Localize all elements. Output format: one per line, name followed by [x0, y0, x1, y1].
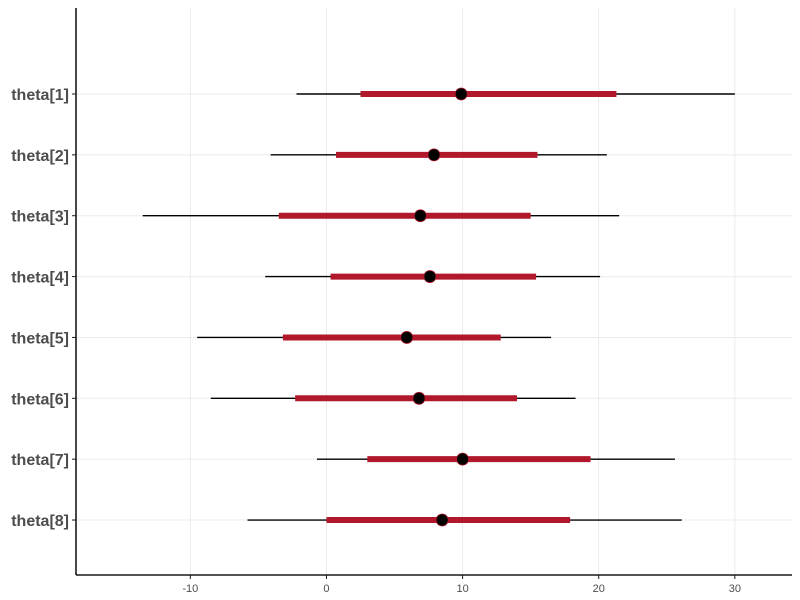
y-label-4: theta[4]: [11, 270, 69, 287]
x-tick-label-1: 0: [323, 583, 329, 595]
point-estimate-5: [400, 331, 414, 344]
point-estimate-4: [423, 270, 437, 283]
y-label-5: theta[5]: [11, 330, 69, 347]
point-estimates: [400, 87, 469, 527]
y-axis-ticks: [72, 93, 76, 521]
x-tick-label-4: 30: [729, 583, 741, 595]
x-tick-label-2: 10: [456, 583, 468, 595]
point-estimate-1: [454, 87, 468, 101]
inner-interval-lines: [278, 91, 617, 524]
point-estimate-2: [427, 148, 441, 162]
x-tick-label-3: 20: [593, 583, 605, 595]
y-label-1: theta[1]: [11, 87, 69, 104]
y-label-7: theta[7]: [11, 452, 69, 469]
point-estimate-7: [456, 452, 469, 466]
y-label-6: theta[6]: [11, 391, 69, 408]
point-estimate-8: [435, 513, 449, 527]
y-label-8: theta[8]: [11, 513, 69, 530]
x-tick-label-0: -10: [182, 583, 198, 595]
y-label-2: theta[2]: [11, 148, 69, 165]
x-axis-ticks: [189, 575, 736, 579]
vertical-gridlines: [189, 8, 736, 575]
point-estimate-6: [412, 391, 426, 405]
x-axis-labels: -10 0 10 20 30: [182, 583, 741, 595]
y-label-3: theta[3]: [11, 209, 69, 226]
point-estimate-3: [413, 209, 427, 223]
y-axis-labels: theta[1] theta[2] theta[3] theta[4] theta[5]…: [11, 87, 69, 530]
